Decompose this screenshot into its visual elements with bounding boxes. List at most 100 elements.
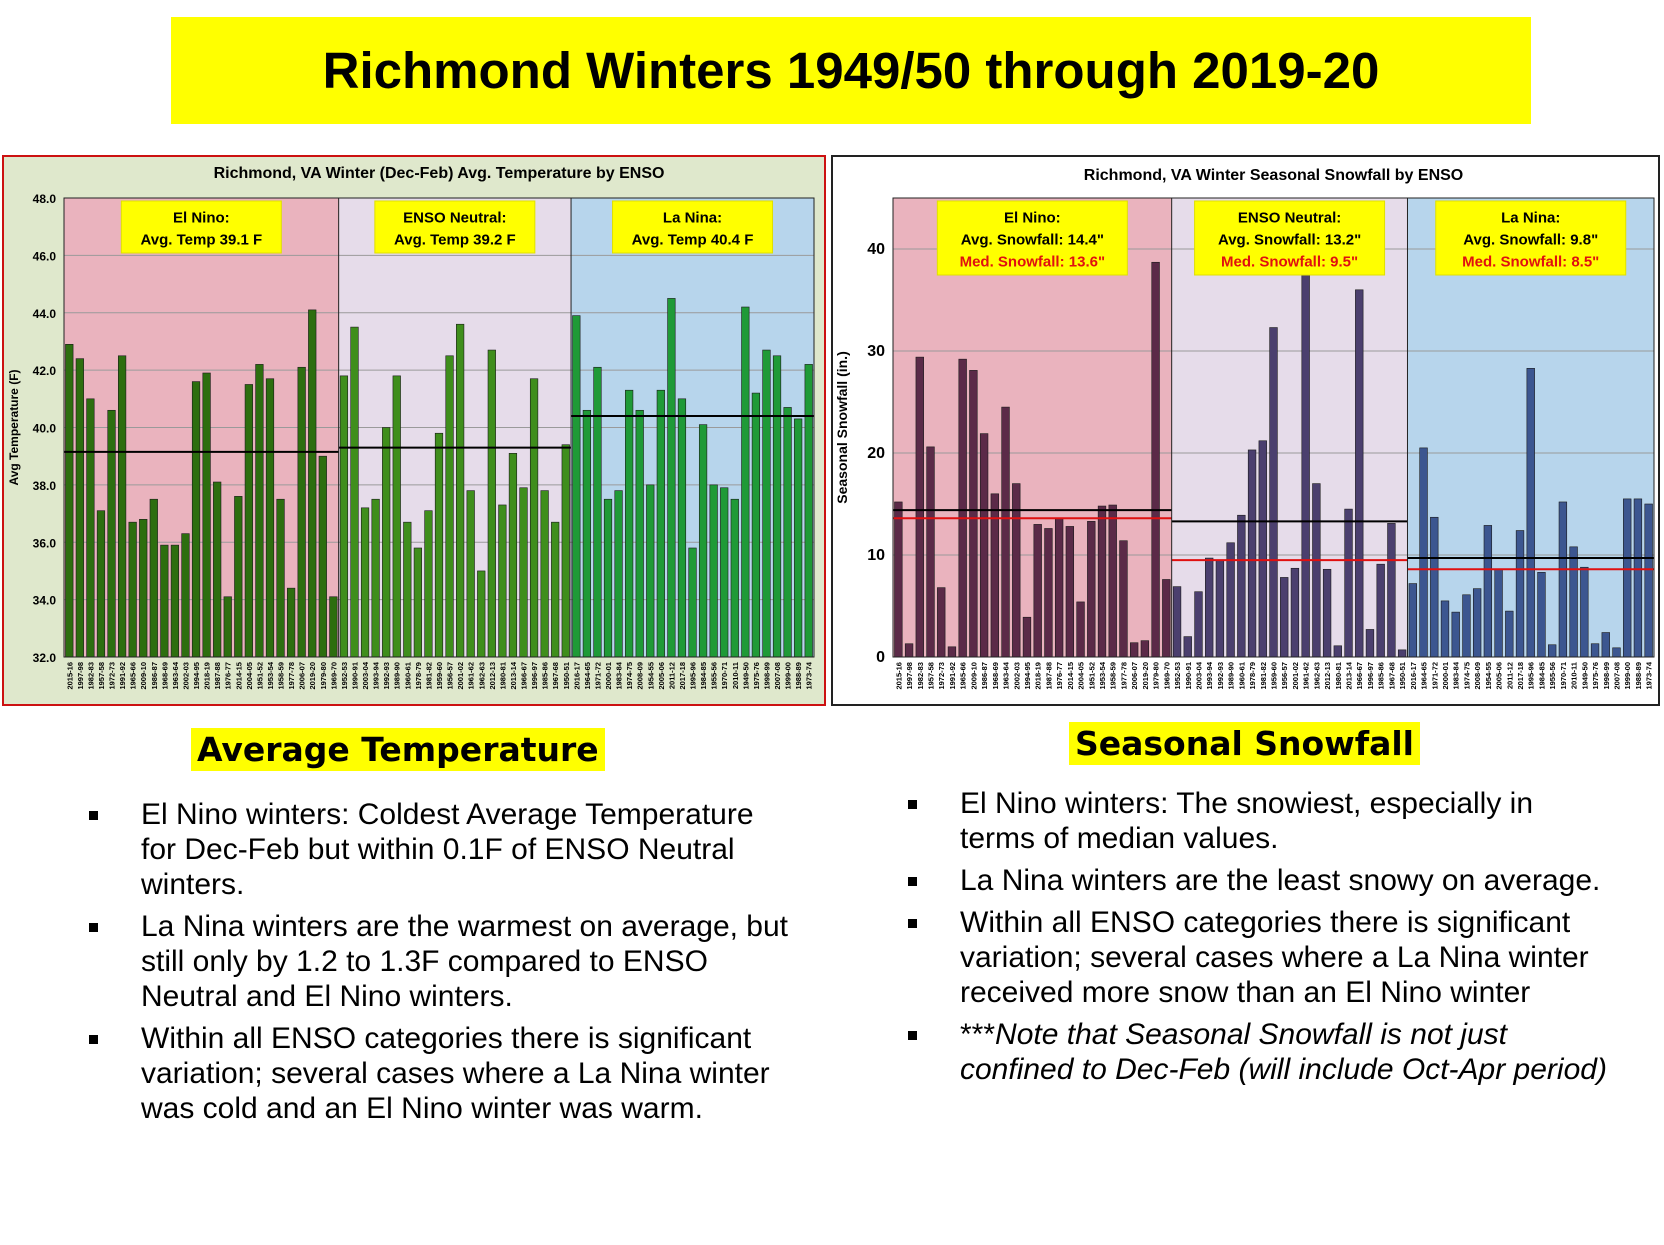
bullet-text: La Nina winters are the least snowy on a…: [960, 864, 1601, 897]
temperature-heading: Average Temperature: [191, 728, 605, 771]
bar: [762, 349, 771, 658]
x-tick-label: 2004-05: [245, 662, 254, 690]
x-tick-label: 1988-89: [1634, 662, 1643, 690]
x-tick-label: 1950-51: [562, 662, 571, 690]
bar: [382, 427, 391, 658]
x-tick-label: 1959-60: [1270, 662, 1279, 690]
x-tick-label: 1989-90: [393, 662, 402, 690]
x-tick-label: 2007-08: [773, 662, 782, 690]
x-tick-label: 2011-12: [1505, 662, 1514, 689]
snowfall-heading: Seasonal Snowfall: [1069, 722, 1420, 765]
bar: [107, 409, 116, 658]
bar: [698, 424, 708, 658]
x-tick-label: 2018-19: [203, 662, 212, 690]
y-tick-label: 20: [867, 445, 885, 462]
bar: [1033, 524, 1042, 658]
x-tick-label: 1982-83: [86, 662, 95, 690]
x-tick-label: 1990-91: [350, 662, 359, 690]
x-tick-label: 1968-69: [160, 662, 169, 690]
x-tick-label: 2013-14: [1345, 661, 1354, 689]
bar: [958, 358, 967, 658]
x-tick-label: 2002-03: [181, 662, 190, 690]
bar: [86, 398, 95, 658]
bar: [287, 587, 296, 658]
bar: [1183, 636, 1192, 658]
x-tick-label: 1994-95: [192, 662, 201, 690]
x-tick-label: 1962-63: [477, 662, 486, 690]
bar: [1569, 546, 1578, 658]
x-tick-label: 1966-67: [1355, 662, 1364, 690]
bar: [1644, 503, 1653, 658]
x-tick-label: 1977-78: [287, 662, 296, 690]
bar: [1097, 505, 1107, 658]
bar: [1505, 610, 1514, 658]
group-label-text: Avg. Temp 40.4 F: [632, 232, 754, 249]
bullet-item: Within all ENSO categories there is sign…: [908, 905, 1608, 1010]
bar: [709, 484, 718, 658]
y-tick-label: 44.0: [33, 307, 57, 321]
bar: [937, 587, 946, 658]
bar: [561, 444, 570, 658]
y-tick-label: 38.0: [33, 479, 57, 493]
x-tick-label: 2008-09: [1473, 662, 1482, 690]
bar: [1430, 516, 1439, 658]
x-tick-label: 2016-17: [572, 662, 581, 690]
bar: [1151, 261, 1160, 658]
x-tick-label: 1949-50: [1580, 662, 1589, 690]
x-tick-label: 1995-96: [689, 662, 698, 690]
group-label-text: Med. Snowfall: 8.5": [1462, 254, 1599, 271]
x-tick-label: 2006-07: [298, 662, 307, 690]
bar: [1269, 327, 1278, 658]
chart-title: Richmond, VA Winter (Dec-Feb) Avg. Tempe…: [214, 165, 665, 182]
bar: [255, 364, 264, 658]
bar: [1280, 577, 1289, 658]
bar: [1344, 508, 1353, 658]
y-tick-label: 40.0: [33, 422, 57, 436]
x-tick-label: 1951-52: [255, 662, 264, 690]
bar: [434, 432, 444, 658]
temperature-chart-svg: Richmond, VA Winter (Dec-Feb) Avg. Tempe…: [7, 165, 815, 690]
bar: [551, 521, 560, 658]
x-tick-label: 2001-02: [456, 662, 465, 690]
bar: [413, 547, 422, 658]
x-tick-label: 1962-63: [1312, 662, 1321, 690]
bar: [1140, 640, 1150, 658]
bar: [424, 510, 433, 658]
x-tick-label: 1955-56: [1548, 662, 1557, 690]
bullet-item: El Nino winters: The snowiest, especiall…: [908, 786, 1608, 856]
bar: [1537, 572, 1546, 658]
x-tick-label: 2012-13: [488, 662, 497, 690]
x-tick-label: 1957-58: [97, 662, 106, 690]
x-tick-label: 1977-78: [1119, 662, 1128, 690]
x-tick-label: 1993-94: [1205, 661, 1214, 689]
bar: [772, 355, 782, 658]
bar: [1162, 579, 1171, 658]
group-label-text: Avg. Snowfall: 13.2": [1218, 232, 1361, 249]
bar: [1054, 517, 1064, 658]
x-tick-label: 1981-82: [1259, 662, 1268, 690]
x-tick-label: 1980-81: [498, 662, 507, 690]
bar: [1612, 647, 1621, 658]
y-tick-label: 42.0: [33, 364, 57, 378]
bar: [1526, 368, 1535, 658]
y-tick-label: 32.0: [33, 651, 57, 665]
x-tick-label: 1987-88: [1044, 662, 1053, 690]
bar: [614, 490, 623, 658]
temperature-bullet-list: El Nino winters: Coldest Average Tempera…: [89, 797, 789, 1133]
bar: [593, 366, 602, 658]
bar: [603, 498, 613, 658]
bullet-marker: [908, 800, 917, 809]
note-text: Note that Seasonal Snowfall is not just …: [960, 1018, 1607, 1086]
x-tick-label: 2003-04: [1194, 661, 1203, 689]
x-tick-label: 1983-84: [1452, 661, 1461, 689]
x-tick-label: 1973-74: [805, 661, 814, 689]
bar: [1440, 600, 1450, 658]
bullet-item: El Nino winters: Coldest Average Tempera…: [89, 797, 789, 902]
bar: [392, 375, 401, 658]
x-tick-label: 1985-86: [541, 662, 550, 690]
bullet-marker: [89, 811, 98, 820]
group-label-text: La Nina:: [663, 210, 722, 227]
x-tick-label: 1986-87: [150, 662, 159, 690]
snowfall-bullet-list: El Nino winters: The snowiest, especiall…: [908, 786, 1608, 1094]
x-tick-label: 1968-69: [991, 662, 1000, 690]
